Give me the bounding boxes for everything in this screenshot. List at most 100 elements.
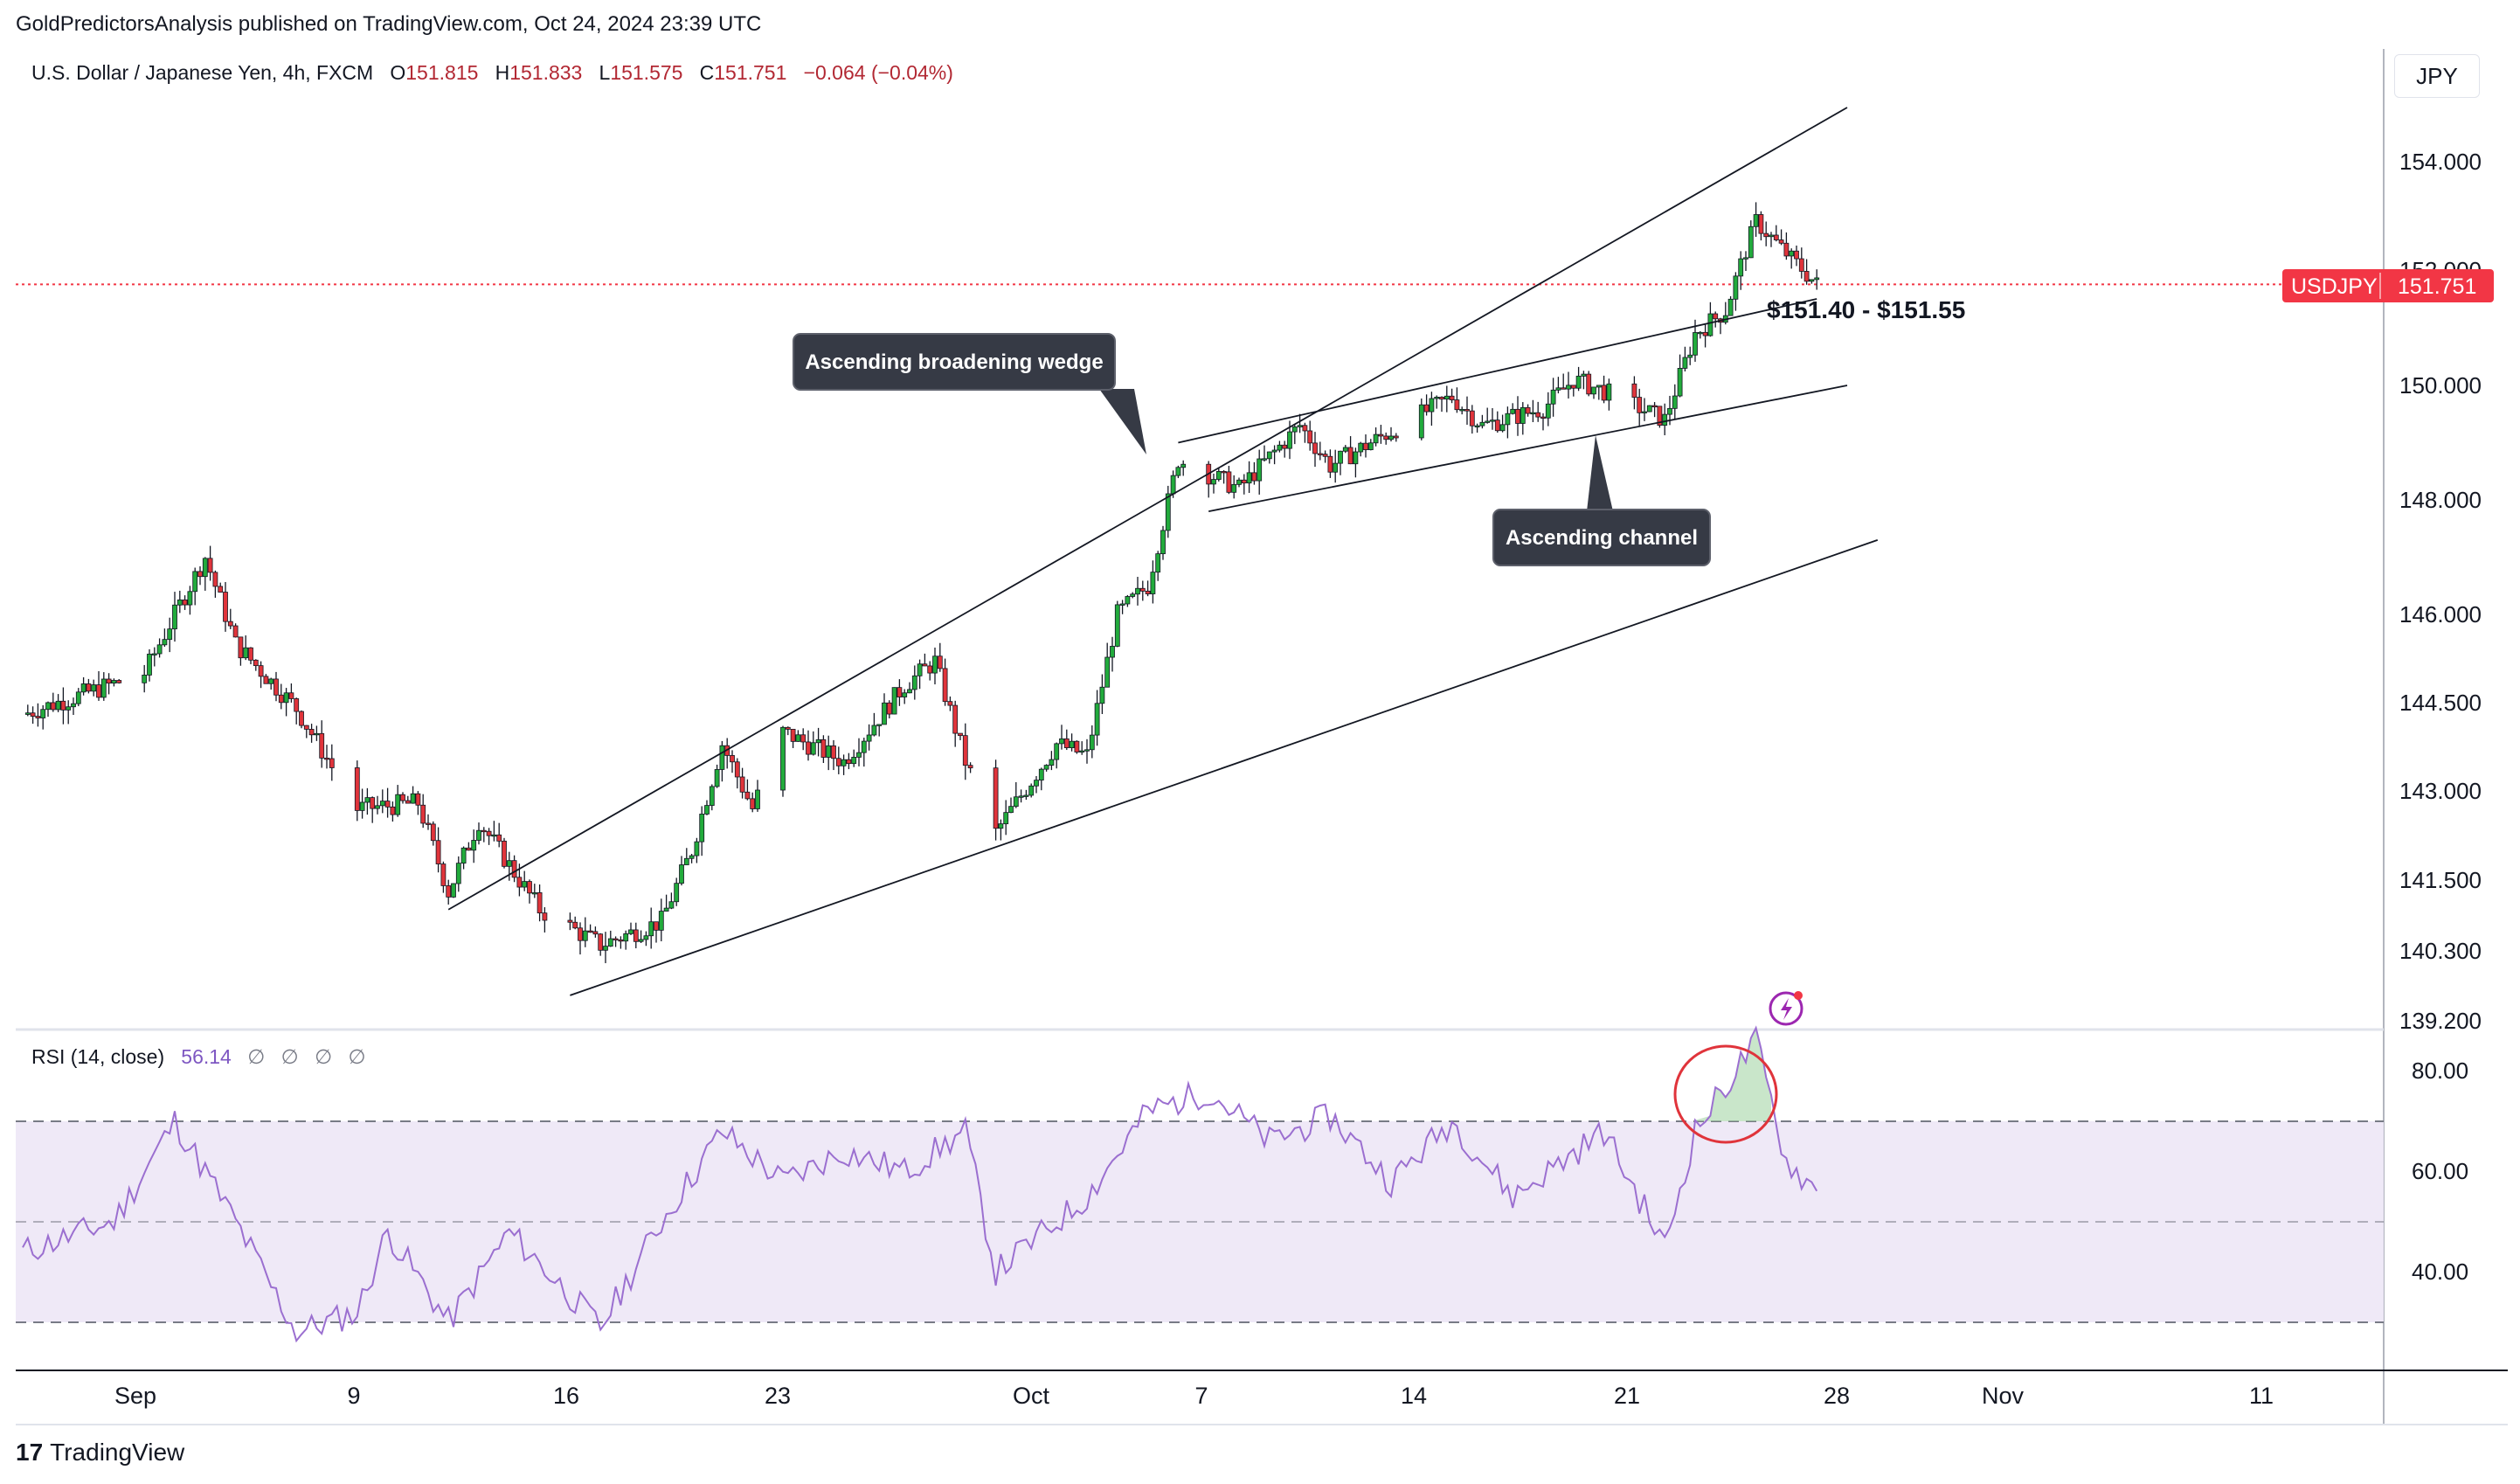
current-price-badge [2282, 269, 2494, 302]
candle-down [967, 765, 973, 769]
candle-down [633, 929, 639, 942]
wedge-callout[interactable]: Ascending broadening wedge [793, 333, 1146, 454]
candle-up [1231, 483, 1237, 493]
candle-down [486, 830, 492, 836]
candle-up [1388, 435, 1394, 440]
candle-down [516, 877, 523, 888]
candle-down [1449, 395, 1455, 400]
candle-down [50, 702, 56, 711]
candle-up [1054, 743, 1060, 760]
rsi-phi: ∅ [315, 1045, 333, 1068]
candle-down [319, 732, 325, 759]
symbol-legend[interactable]: U.S. Dollar / Japanese Yen, 4h, FXCM O15… [31, 61, 953, 85]
candle-up [24, 712, 31, 715]
candle-up [1550, 389, 1556, 405]
candle-up [1059, 738, 1064, 745]
low-label: L [599, 61, 611, 84]
candle-up [902, 692, 908, 697]
candle-up [1353, 451, 1359, 465]
candle-up [709, 786, 715, 806]
candle-up [1555, 387, 1561, 391]
candle-up [1034, 780, 1039, 787]
price-tick: 148.000 [2399, 487, 2482, 513]
candle-up [379, 801, 385, 807]
notification-dot [1794, 991, 1803, 1000]
candle-up [882, 702, 887, 725]
candle-down [831, 745, 836, 759]
rsi-scale[interactable]: 80.00 60.00 40.00 [2412, 1058, 2468, 1285]
currency-selector[interactable]: JPY [2394, 54, 2480, 98]
candle-down [426, 822, 431, 825]
candle-up [1809, 279, 1815, 282]
candle-up [1642, 411, 1647, 413]
candle-down [258, 665, 264, 677]
candle-down [1535, 412, 1541, 418]
candle-up [1125, 596, 1131, 605]
low-value: 151.575 [610, 61, 683, 84]
lightning-icon[interactable] [1769, 991, 1803, 1026]
tradingview-footer[interactable]: 17 TradingView [16, 1439, 184, 1467]
candle-up [815, 739, 821, 744]
candle-up [1277, 444, 1283, 451]
candle-down [572, 921, 578, 929]
rsi-legend[interactable]: RSI (14, close) 56.14 ∅ ∅ ∅ ∅ [31, 1045, 366, 1069]
candle-up [1738, 258, 1744, 277]
candle-up [1246, 472, 1252, 484]
candle-down [227, 621, 233, 627]
candle-up [1443, 395, 1450, 400]
candle-up [1575, 375, 1582, 389]
candle-down [1347, 447, 1353, 465]
candle-down [106, 678, 112, 684]
candle-down [1251, 472, 1257, 482]
candle-up [694, 841, 700, 856]
price-scale[interactable]: 154.000 152.000 150.000 148.000 146.000 … [2399, 149, 2482, 1034]
candle-down [308, 729, 315, 736]
candle-down [1758, 214, 1764, 234]
candle-down [1363, 442, 1368, 450]
candle-up [1104, 656, 1111, 688]
price-tick: 146.000 [2399, 601, 2482, 628]
close-value: 151.751 [714, 61, 787, 84]
time-axis[interactable]: Sep 9 16 23 Oct 7 14 21 28 Nov 11 [114, 1383, 2274, 1409]
candle-up [755, 789, 760, 809]
candle-up [1490, 420, 1495, 422]
candle-down [835, 758, 841, 766]
trendline-wedge-upper[interactable] [447, 107, 1848, 911]
high-label: H [495, 61, 510, 84]
candle-down [937, 655, 943, 669]
candlestick-series [24, 202, 1820, 964]
trendline-channel-upper[interactable] [1178, 298, 1817, 444]
candle-down [294, 698, 300, 712]
candle-up [1459, 409, 1465, 412]
candle-down [1302, 425, 1308, 432]
candle-up [151, 653, 157, 655]
candle-down [1515, 408, 1520, 424]
trendline-channel-lower[interactable] [1208, 385, 1848, 512]
candle-up [1160, 530, 1166, 555]
candle-down [1803, 271, 1810, 282]
candle-down [1322, 454, 1328, 457]
candle-up [45, 702, 51, 711]
candle-up [623, 933, 629, 942]
candle-down [1494, 420, 1500, 432]
candle-up [932, 655, 938, 674]
candle-down [263, 676, 269, 684]
candle-up [359, 801, 365, 811]
candle-down [435, 840, 441, 864]
candle-up [1170, 475, 1176, 495]
trendline-wedge-lower[interactable] [570, 539, 1879, 996]
candle-up [1069, 740, 1075, 748]
candle-down [1773, 234, 1779, 240]
time-tick: Sep [114, 1383, 156, 1409]
candle-down [820, 739, 827, 758]
candle-up [1606, 383, 1612, 401]
channel-callout-box [1492, 509, 1711, 566]
rsi-label: RSI (14, close) [31, 1045, 165, 1068]
candle-up [1743, 257, 1748, 260]
channel-callout[interactable]: Ascending channel [1492, 435, 1711, 566]
candle-up [1434, 396, 1440, 399]
candle-down [30, 712, 36, 717]
price-tick: 140.300 [2399, 938, 2482, 964]
candle-up [1150, 572, 1156, 594]
